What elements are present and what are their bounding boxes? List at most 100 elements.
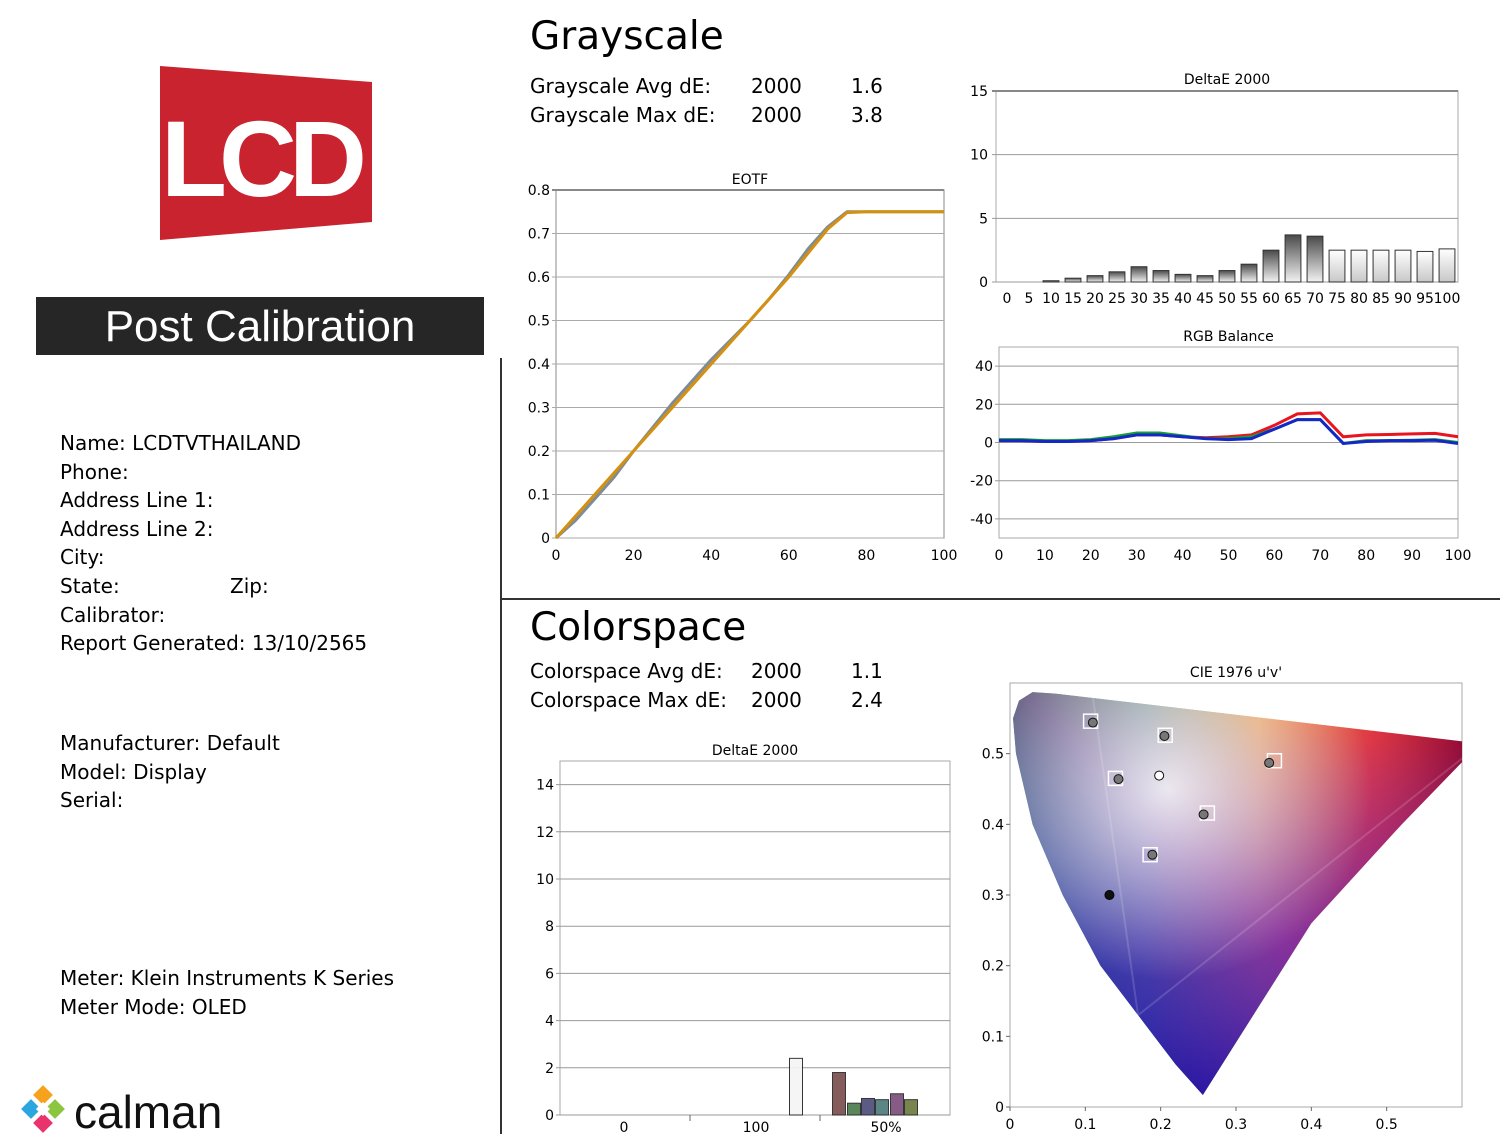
colorspace-avg-value: 1.1 <box>851 659 883 683</box>
x-tick-label: 40 <box>1174 548 1192 564</box>
x-tick-label: 100 <box>1445 548 1472 564</box>
measured-point <box>1264 757 1275 768</box>
y-tick-label: 5 <box>979 211 988 227</box>
bar <box>1086 275 1104 283</box>
info-zip: Zip: <box>230 573 269 598</box>
rgb-balance-chart: RGB Balance 40 20 0 -20 -40 0 10 20 30 40 50 60 70 80 9… <box>970 329 1471 564</box>
x-tick-label: 40 <box>702 548 720 564</box>
eotf-chart: EOTF 0 0.1 0.2 0.3 0.4 0.5 0.6 0.7 0.8 0 20 40 60 80 10… <box>528 172 958 564</box>
colorspace-max-value: 2.4 <box>851 688 883 712</box>
y-tick-label: 0.2 <box>528 444 550 460</box>
bar <box>1218 270 1236 283</box>
info-address1: Address Line 1: <box>60 488 214 513</box>
bar <box>1152 270 1170 283</box>
info-serial: Serial: <box>60 788 124 813</box>
colorspace-title: Colorspace <box>530 605 747 650</box>
grayscale-max-label: Grayscale Max dE: <box>530 103 716 127</box>
info-name: Name: LCDTVTHAILAND <box>60 431 301 455</box>
x-tick-label: 20 <box>1082 548 1100 564</box>
target-marker <box>1157 727 1173 744</box>
info-calibrator: Calibrator: <box>60 602 166 627</box>
x-tick-label: 5 <box>1025 291 1034 307</box>
y-tick-label: 0.7 <box>528 227 550 243</box>
y-tick-label: 0.8 <box>528 183 550 199</box>
bar <box>1350 249 1368 283</box>
measured-point <box>1147 849 1158 860</box>
y-tick-label: 0.3 <box>528 401 550 417</box>
y-tick-label: 10 <box>536 872 554 888</box>
info-model: Model: Display <box>60 759 207 784</box>
y-tick-label: 0.3 <box>982 888 1004 904</box>
x-tick-label: 0.3 <box>1225 1117 1247 1133</box>
horizontal-divider <box>500 598 1500 600</box>
calman-logo-text: calman <box>74 1086 222 1138</box>
grayscale-avg-label: Grayscale Avg dE: <box>530 74 712 98</box>
colorspace-avg-std: 2000 <box>751 659 802 683</box>
plot-area <box>559 760 951 1116</box>
y-tick-label: 0.1 <box>982 1029 1004 1045</box>
y-tick-label: 14 <box>536 778 554 794</box>
eotf-series-line <box>554 210 944 539</box>
x-tick-label: 35 <box>1152 291 1170 307</box>
x-tick-label: 20 <box>625 548 643 564</box>
y-tick-label: 15 <box>970 84 988 100</box>
bar <box>1416 250 1434 283</box>
chart-title: CIE 1976 u'v' <box>1190 665 1282 681</box>
post-calibration-banner: Post Calibration <box>36 297 484 355</box>
white-point <box>1154 770 1165 781</box>
measured-point <box>1113 774 1124 785</box>
x-tick-label: 70 <box>1306 291 1324 307</box>
x-tick-label: 25 <box>1108 291 1126 307</box>
x-tick-label: 50% <box>870 1120 901 1136</box>
x-tick-label: 15 <box>1064 291 1082 307</box>
x-tick-label: 75 <box>1328 291 1346 307</box>
x-tick-label: 0 <box>1003 291 1012 307</box>
y-tick-label: 2 <box>545 1061 554 1077</box>
bar <box>789 1057 803 1116</box>
chart-title: RGB Balance <box>1183 329 1273 345</box>
x-tick-label: 80 <box>857 548 875 564</box>
y-tick-label: 0.4 <box>528 357 550 373</box>
x-tick-label: 40 <box>1174 291 1192 307</box>
x-tick-label: 70 <box>1311 548 1329 564</box>
y-tick-label: 0 <box>545 1108 554 1124</box>
cie-chart: CIE 1976 u'v' 0 0.1 0.2 0.3 0.4 0.5 0 0.1 0.2 0.3 0… <box>982 665 1478 1133</box>
x-tick-label: 30 <box>1130 291 1148 307</box>
y-tick-label: 0 <box>541 531 550 547</box>
bar <box>1174 273 1192 283</box>
x-tick-label: 30 <box>1128 548 1146 564</box>
x-tick-label: 10 <box>1036 548 1054 564</box>
x-tick-label: 0.4 <box>1300 1117 1322 1133</box>
x-tick-label: 50 <box>1220 548 1238 564</box>
bar <box>904 1099 918 1116</box>
y-tick-label: 4 <box>545 1014 554 1030</box>
y-tick-label: 0.1 <box>528 488 550 504</box>
x-tick-label: 90 <box>1403 548 1421 564</box>
calman-logo-mark <box>21 1085 65 1133</box>
colorspace-avg-label: Colorspace Avg dE: <box>530 659 723 683</box>
bar <box>847 1102 861 1116</box>
y-tick-label: 0.6 <box>528 270 550 286</box>
bar <box>1130 266 1148 283</box>
y-tick-label: 8 <box>545 919 554 935</box>
grayscale-title: Grayscale <box>530 14 724 59</box>
chart-title: DeltaE 2000 <box>712 743 798 759</box>
y-tick-label: 0.2 <box>982 959 1004 975</box>
x-tick-label: 55 <box>1240 291 1258 307</box>
grayscale-max-value: 3.8 <box>851 103 883 127</box>
bar <box>1042 280 1060 283</box>
info-city: City: <box>60 545 105 570</box>
x-tick-label: 50 <box>1218 291 1236 307</box>
bar <box>1438 248 1456 283</box>
bar <box>1240 263 1258 283</box>
x-tick-label: 80 <box>1357 548 1375 564</box>
x-tick-label: 60 <box>1265 548 1283 564</box>
bar <box>1394 249 1412 283</box>
bar <box>832 1072 846 1116</box>
info-manufacturer: Manufacturer: Default <box>60 731 280 755</box>
grayscale-avg-std: 2000 <box>751 74 802 98</box>
info-state: State: <box>60 573 120 598</box>
x-tick-label: 65 <box>1284 291 1302 307</box>
x-tick-label: 60 <box>1262 291 1280 307</box>
